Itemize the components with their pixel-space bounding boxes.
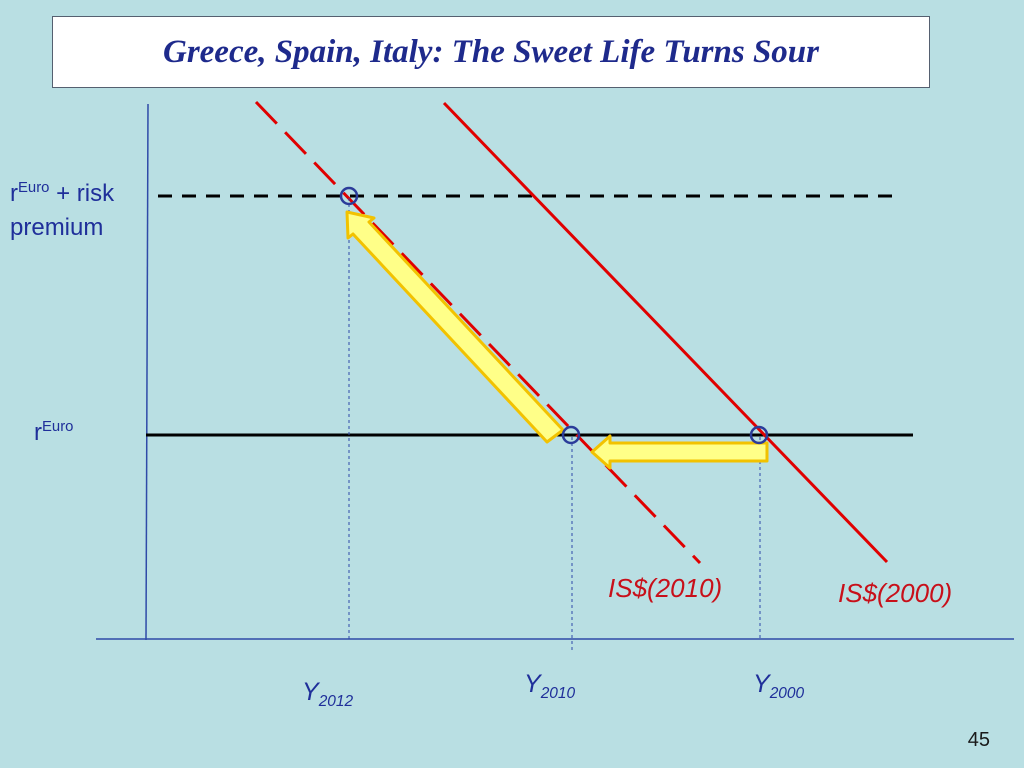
- r-euro-label: rEuro: [34, 410, 73, 450]
- y2012-sub: 2012: [318, 693, 354, 710]
- r-risk-sup: Euro: [18, 180, 50, 196]
- slide-title: Greece, Spain, Italy: The Sweet Life Tur…: [162, 33, 820, 70]
- title-box: Greece, Spain, Italy: The Sweet Life Tur…: [52, 16, 930, 88]
- equilibrium-2000-marker: [749, 425, 769, 445]
- r-risk-suffix: + risk: [49, 180, 115, 207]
- horizontal-shift-arrow: [590, 434, 769, 470]
- r-euro-base: r: [34, 419, 42, 446]
- equilibrium-2010-marker: [561, 425, 581, 445]
- is-2000-label: IS$(2000): [838, 578, 953, 608]
- y2000-sub: 2000: [769, 685, 805, 702]
- r-risk-base: r: [10, 180, 18, 207]
- y2010-sub: 2010: [540, 685, 576, 702]
- y2012-base: Y: [302, 678, 319, 706]
- y2010-label: Y2010: [524, 670, 575, 703]
- r-euro-sup: Euro: [42, 419, 74, 435]
- y2000-label: Y2000: [753, 670, 804, 703]
- equilibrium-2012-marker: [339, 186, 359, 206]
- diagonal-shift-arrow: [345, 210, 565, 444]
- y2012-label: Y2012: [302, 678, 353, 711]
- r-risk-line2: premium: [10, 214, 104, 241]
- is-2010-curve: [254, 100, 702, 565]
- is-2000-curve: [442, 101, 889, 564]
- is-2010-label: IS$(2010): [608, 573, 723, 603]
- y-axis: [145, 103, 149, 641]
- page-number: 45: [967, 729, 990, 751]
- r-risk-premium-label: rEuro + risk premium: [10, 171, 114, 245]
- y2010-base: Y: [524, 670, 541, 698]
- y2000-base: Y: [753, 670, 770, 698]
